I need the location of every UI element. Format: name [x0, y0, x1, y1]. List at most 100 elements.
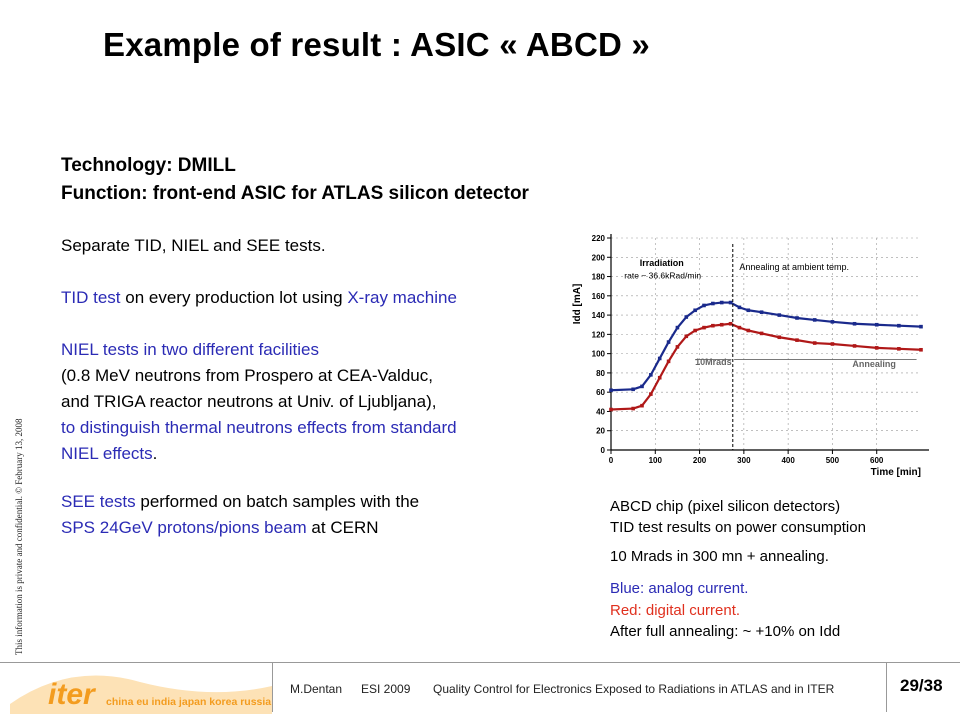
caption-tid: TID test results on power consumption: [610, 519, 866, 536]
see-line-2: SPS 24GeV protons/pions beam at CERN: [61, 515, 419, 541]
see-line-1: SEE tests performed on batch samples wit…: [61, 489, 419, 515]
y-tick-label: 0: [601, 446, 606, 455]
y-tick-label: 100: [592, 350, 606, 359]
data-point: [657, 375, 662, 380]
dose-annotation: 10Mrads: [695, 357, 732, 367]
data-point: [852, 344, 857, 348]
data-point: [657, 356, 662, 361]
data-point: [746, 308, 751, 313]
data-point: [649, 373, 653, 377]
x-tick-label: 600: [870, 456, 884, 465]
technology-line: Technology: DMILL: [61, 155, 236, 176]
idd-chart: 0 20 40 60 80 100 120 140 160 180 200 220 0 100 200 300…: [572, 234, 929, 478]
data-point: [640, 384, 644, 389]
data-point: [609, 388, 613, 393]
cern-text: at CERN: [306, 518, 379, 537]
data-point: [675, 345, 680, 349]
series-line: [610, 322, 922, 411]
function-line: Function: front-end ASIC for ATLAS silic…: [61, 183, 529, 204]
data-point: [631, 406, 635, 411]
chart-axes: 0 20 40 60 80 100 120 140 160 180 200 220 0 100 200 300…: [572, 234, 929, 478]
data-point: [649, 392, 653, 396]
chart-series: [609, 300, 923, 412]
data-point: [795, 316, 799, 320]
footer-event: ESI 2009: [361, 682, 411, 696]
x-tick-label: 400: [781, 456, 795, 465]
annealing-phase-annotation: Annealing at ambient temp.: [739, 262, 849, 272]
y-tick-label: 160: [592, 292, 606, 301]
data-point: [737, 305, 742, 310]
niel-effects-label: NIEL effects: [61, 444, 153, 463]
data-point: [812, 318, 817, 322]
caption-red-series: Red: digital current.: [610, 602, 741, 619]
footer-divider: [0, 662, 960, 663]
niel-line-5: NIEL effects.: [61, 441, 457, 467]
data-point: [719, 322, 724, 327]
tid-text: on every production lot using: [120, 288, 348, 307]
logo-swoosh: [10, 675, 272, 714]
y-tick-label: 120: [592, 330, 606, 339]
x-tick-label: 500: [826, 456, 840, 465]
niel-line-5-end: .: [152, 444, 158, 463]
y-tick-label: 180: [592, 273, 606, 282]
x-tick-label: 100: [649, 456, 663, 465]
data-point: [737, 325, 742, 330]
y-tick-label: 40: [596, 407, 605, 416]
data-point: [702, 325, 706, 330]
x-axis-label: Time [min]: [871, 467, 921, 478]
data-point: [777, 313, 782, 317]
iter-logo: iter china eu india japan korea russia u…: [10, 675, 272, 714]
niel-line-2: (0.8 MeV neutrons from Prospero at CEA-V…: [61, 366, 433, 385]
confidentiality-note: This information is private and confiden…: [14, 418, 24, 655]
caption-annealing-result: After full annealing: ~ +10% on Idd: [610, 623, 841, 640]
data-point: [852, 321, 857, 326]
sps-beam-label: SPS 24GeV protons/pions beam: [61, 518, 307, 537]
irradiation-annotation: Irradiation: [640, 258, 684, 268]
see-paragraph: SEE tests performed on batch samples wit…: [61, 489, 419, 541]
data-point: [746, 328, 751, 333]
series-line: [610, 301, 922, 392]
data-point: [897, 323, 901, 328]
xray-machine-label: X-ray machine: [347, 288, 457, 307]
y-axis-label: Idd [mA]: [572, 284, 583, 325]
see-tests-label: SEE tests: [61, 492, 136, 511]
data-point: [702, 303, 706, 308]
annealing-annotation: Annealing: [852, 359, 896, 369]
data-point: [666, 359, 671, 364]
data-point: [759, 310, 764, 314]
data-point: [631, 387, 635, 392]
data-point: [830, 320, 835, 324]
chart-annotations: Irradiation rate ~ 36.6kRad/min Annealing …: [624, 244, 917, 450]
data-point: [795, 338, 799, 342]
y-tick-label: 20: [596, 427, 605, 436]
data-point: [693, 308, 697, 313]
data-point: [897, 347, 901, 351]
data-point: [728, 321, 733, 326]
tid-test-label: TID test: [61, 288, 121, 307]
data-point: [919, 347, 923, 352]
footer-author: M.Dentan: [290, 682, 343, 696]
data-point: [684, 315, 689, 319]
data-point: [830, 342, 835, 346]
caption-blue-series: Blue: analog current.: [610, 580, 749, 597]
niel-line-4: to distinguish thermal neutrons effects …: [61, 418, 457, 437]
data-point: [812, 341, 817, 345]
footer-separator-left: [272, 662, 273, 712]
y-tick-label: 60: [596, 388, 605, 397]
caption-dose: 10 Mrads in 300 mn + annealing.: [610, 548, 829, 565]
logo-word: iter: [48, 678, 97, 711]
data-point: [693, 328, 697, 333]
data-point: [777, 335, 782, 340]
y-tick-label: 80: [596, 369, 605, 378]
y-tick-label: 140: [592, 311, 606, 320]
x-tick-label: 300: [737, 456, 751, 465]
separate-tests-text: Separate TID, NIEL and SEE tests.: [61, 236, 326, 255]
data-point: [711, 301, 715, 306]
data-point: [874, 322, 879, 327]
data-point: [711, 323, 715, 328]
y-tick-label: 220: [592, 234, 606, 243]
data-point: [609, 407, 613, 412]
data-point: [684, 334, 689, 339]
y-tick-label: 200: [592, 253, 606, 262]
see-line-1-text: performed on batch samples with the: [135, 492, 420, 511]
